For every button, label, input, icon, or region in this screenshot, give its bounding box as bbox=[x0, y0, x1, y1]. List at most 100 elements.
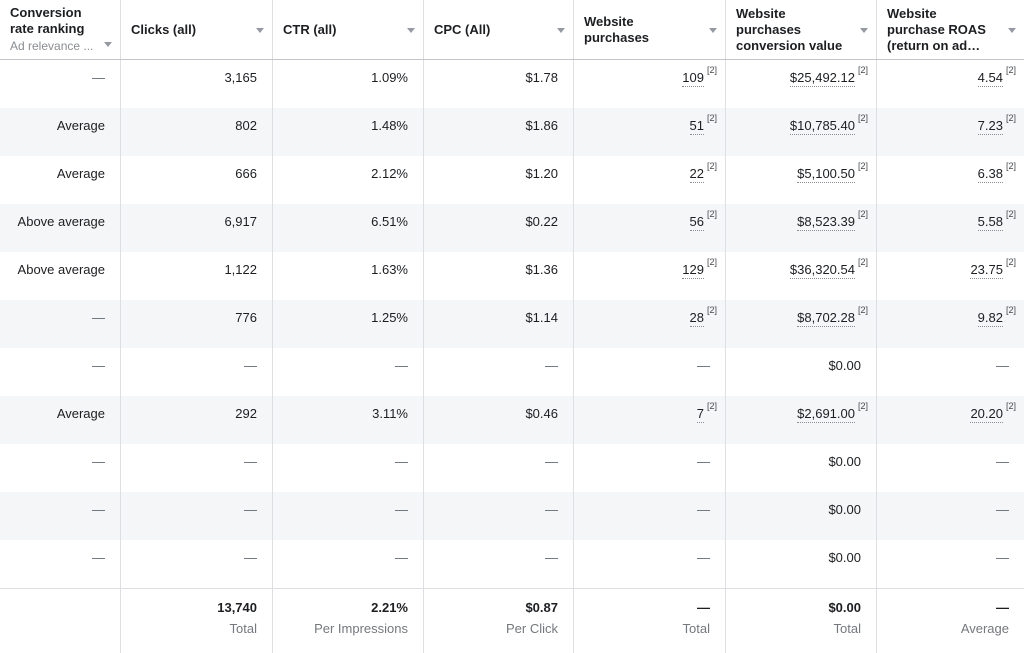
cell-website-purchases: 109[2] bbox=[573, 60, 725, 108]
column-label: Website purchases bbox=[584, 13, 650, 45]
cell-ctr-all: 6.51% bbox=[272, 204, 423, 252]
cell-clicks-all: — bbox=[120, 348, 272, 396]
cell-cpc-all: $0.22 bbox=[423, 204, 573, 252]
table-footer: 13,740 Total 2.21% Per Impressions $0.87… bbox=[0, 588, 1024, 653]
cell-website-purchase-roas: — bbox=[876, 540, 1024, 588]
chevron-down-icon[interactable] bbox=[709, 27, 717, 33]
cell-website-purchases-conversion-value: $8,523.39[2] bbox=[725, 204, 876, 252]
cell-clicks-all: 802 bbox=[120, 108, 272, 156]
table-row: Average 292 3.11% $0.46 7[2] $2,691.00[2… bbox=[0, 396, 1024, 444]
footer-total-value: — bbox=[996, 600, 1009, 615]
cell-conversion-rate-ranking: — bbox=[92, 502, 105, 517]
chevron-down-icon[interactable] bbox=[1008, 27, 1016, 33]
cell-cpc-all: $1.14 bbox=[423, 300, 573, 348]
cell-ctr-all: 3.11% bbox=[272, 396, 423, 444]
cell-clicks-all: 666 bbox=[120, 156, 272, 204]
cell-clicks-all: 292 bbox=[120, 396, 272, 444]
chevron-down-icon[interactable] bbox=[860, 27, 868, 33]
cell-website-purchases: — bbox=[573, 348, 725, 396]
cell-cpc-all: $1.36 bbox=[423, 252, 573, 300]
table-row: — — — — — $0.00 — bbox=[0, 492, 1024, 540]
cell-website-purchases: 28[2] bbox=[573, 300, 725, 348]
cell-conversion-rate-ranking: — bbox=[92, 70, 105, 85]
table-header: Conversion rate ranking Ad relevance ...… bbox=[0, 0, 1024, 60]
column-label: CTR (all) bbox=[283, 21, 337, 37]
footnote-ref: [2] bbox=[857, 209, 868, 219]
column-header-cpc-all[interactable]: CPC (All) bbox=[423, 0, 573, 59]
cell-website-purchase-roas: — bbox=[876, 348, 1024, 396]
column-header-website-purchases-conversion-value[interactable]: Website purchases conversion value bbox=[725, 0, 876, 59]
table-row: Above average 1,122 1.63% $1.36 129[2] $… bbox=[0, 252, 1024, 300]
footer-total-value: — bbox=[697, 600, 710, 615]
cell-website-purchase-roas: 6.38[2] bbox=[876, 156, 1024, 204]
cell-ctr-all: — bbox=[272, 492, 423, 540]
cell-website-purchase-roas: 4.54[2] bbox=[876, 60, 1024, 108]
cell-conversion-rate-ranking: Average bbox=[56, 406, 105, 421]
footer-total-label: Total bbox=[682, 621, 710, 636]
cell-clicks-all: 1,122 bbox=[120, 252, 272, 300]
footer-total-label: Total bbox=[833, 621, 861, 636]
cell-website-purchases-conversion-value: $8,702.28[2] bbox=[725, 300, 876, 348]
cell-website-purchases: — bbox=[573, 492, 725, 540]
table-row: Average 666 2.12% $1.20 22[2] $5,100.50[… bbox=[0, 156, 1024, 204]
chevron-down-icon[interactable] bbox=[104, 42, 112, 47]
cell-website-purchases: 51[2] bbox=[573, 108, 725, 156]
cell-cpc-all: — bbox=[423, 492, 573, 540]
cell-cpc-all: — bbox=[423, 348, 573, 396]
cell-cpc-all: — bbox=[423, 540, 573, 588]
cell-ctr-all: 2.12% bbox=[272, 156, 423, 204]
cell-cpc-all: $1.20 bbox=[423, 156, 573, 204]
cell-conversion-rate-ranking: Average bbox=[56, 166, 105, 181]
cell-ctr-all: — bbox=[272, 540, 423, 588]
footnote-ref: [2] bbox=[1005, 65, 1016, 75]
footnote-ref: [2] bbox=[1005, 257, 1016, 267]
column-label: CPC (All) bbox=[434, 21, 491, 37]
cell-website-purchase-roas: 20.20[2] bbox=[876, 396, 1024, 444]
column-header-conversion-rate-ranking[interactable]: Conversion rate ranking Ad relevance ... bbox=[0, 0, 120, 59]
cell-website-purchases-conversion-value: $0.00 bbox=[725, 492, 876, 540]
table-row: — 776 1.25% $1.14 28[2] $8,702.28[2] 9.8… bbox=[0, 300, 1024, 348]
cell-conversion-rate-ranking: Above average bbox=[17, 214, 105, 229]
cell-clicks-all: — bbox=[120, 540, 272, 588]
footer-cell-website-purchases: — Total bbox=[573, 589, 725, 653]
column-header-website-purchase-roas[interactable]: Website purchase ROAS (return on ad… bbox=[876, 0, 1024, 59]
table-row: — — — — — $0.00 — bbox=[0, 540, 1024, 588]
cell-website-purchases-conversion-value: $10,785.40[2] bbox=[725, 108, 876, 156]
footer-total-value: $0.87 bbox=[525, 600, 558, 615]
footer-cell-cpc-all: $0.87 Per Click bbox=[423, 589, 573, 653]
footer-cell-ctr-all: 2.21% Per Impressions bbox=[272, 589, 423, 653]
table-row: — — — — — $0.00 — bbox=[0, 348, 1024, 396]
cell-website-purchases: 56[2] bbox=[573, 204, 725, 252]
column-label: Conversion rate ranking bbox=[10, 5, 85, 36]
chevron-down-icon[interactable] bbox=[407, 27, 415, 33]
column-header-clicks-all[interactable]: Clicks (all) bbox=[120, 0, 272, 59]
footer-total-value: 13,740 bbox=[217, 600, 257, 615]
column-header-ctr-all[interactable]: CTR (all) bbox=[272, 0, 423, 59]
column-label: Clicks (all) bbox=[131, 21, 197, 37]
cell-ctr-all: 1.09% bbox=[272, 60, 423, 108]
footer-total-label: Average bbox=[960, 621, 1009, 636]
cell-ctr-all: 1.25% bbox=[272, 300, 423, 348]
footnote-ref: [2] bbox=[857, 305, 868, 315]
chevron-down-icon[interactable] bbox=[557, 27, 565, 33]
cell-website-purchases: — bbox=[573, 540, 725, 588]
cell-website-purchases: 129[2] bbox=[573, 252, 725, 300]
cell-cpc-all: $0.46 bbox=[423, 396, 573, 444]
cell-website-purchases: 7[2] bbox=[573, 396, 725, 444]
cell-conversion-rate-ranking: — bbox=[92, 550, 105, 565]
footer-total-value: $0.00 bbox=[828, 600, 861, 615]
footnote-ref: [2] bbox=[857, 161, 868, 171]
footnote-ref: [2] bbox=[1005, 209, 1016, 219]
chevron-down-icon[interactable] bbox=[256, 27, 264, 33]
footer-cell-clicks-all: 13,740 Total bbox=[120, 589, 272, 653]
column-header-website-purchases[interactable]: Website purchases bbox=[573, 0, 725, 59]
footnote-ref: [2] bbox=[857, 257, 868, 267]
cell-conversion-rate-ranking: Above average bbox=[17, 262, 105, 277]
cell-website-purchases-conversion-value: $25,492.12[2] bbox=[725, 60, 876, 108]
cell-website-purchases: 22[2] bbox=[573, 156, 725, 204]
footer-cell-website-purchase-roas: — Average bbox=[876, 589, 1024, 653]
footnote-ref: [2] bbox=[706, 401, 717, 411]
cell-website-purchases: — bbox=[573, 444, 725, 492]
table-body: — 3,165 1.09% $1.78 109[2] $25,492.12[2]… bbox=[0, 60, 1024, 588]
cell-website-purchase-roas: 23.75[2] bbox=[876, 252, 1024, 300]
